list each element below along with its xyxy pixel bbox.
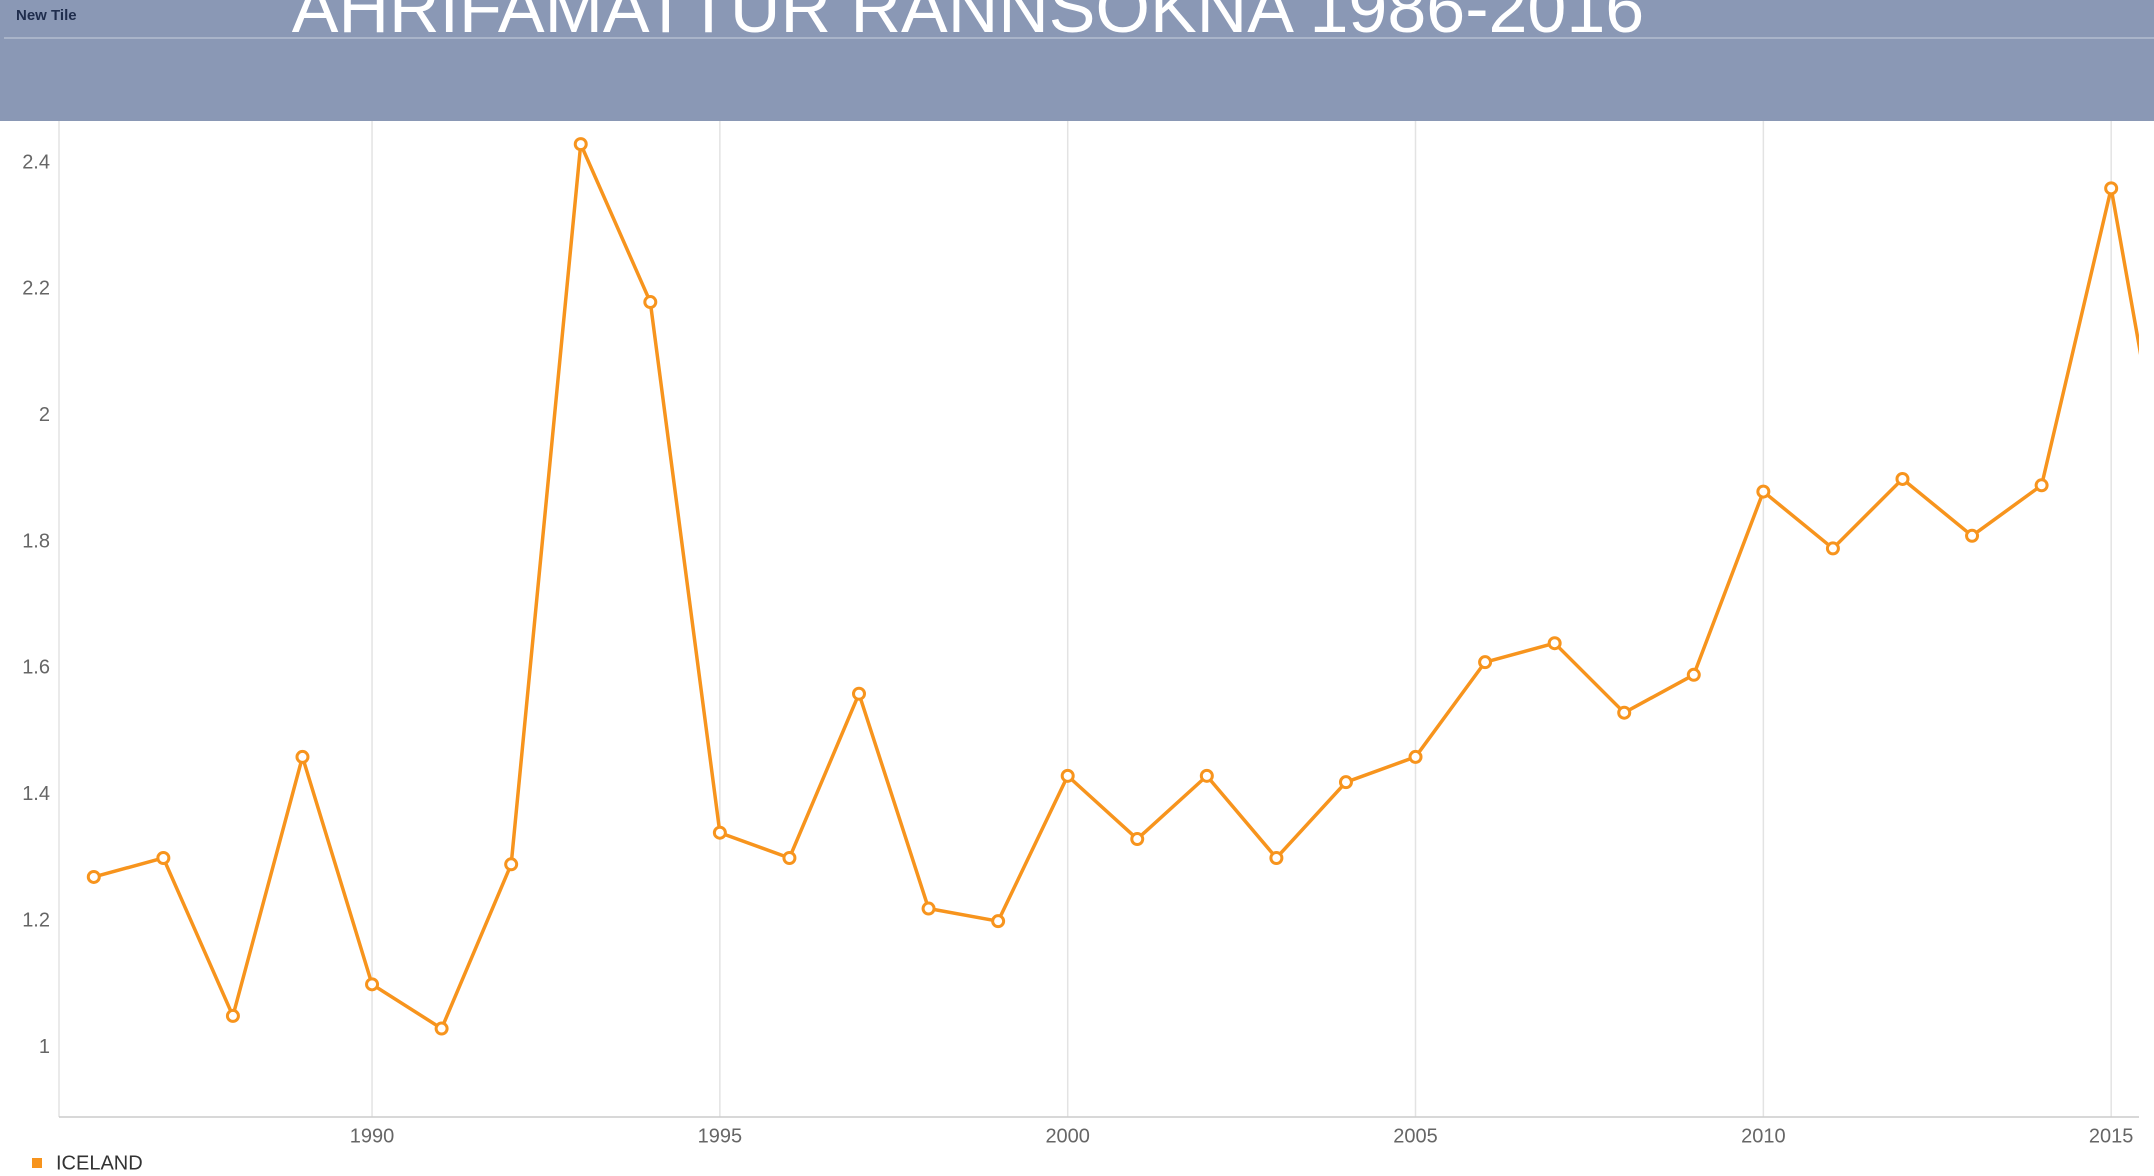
point (2034, 478, 2049, 493)
y-tick-label: 2 (39, 404, 50, 426)
point (643, 295, 658, 310)
point (782, 850, 797, 865)
x-tick-label: 2000 (1045, 1125, 1090, 1147)
tile-name: New Tile (16, 7, 77, 24)
chart-title: AHRIFAMATTUR RANNSOKNA 1986-2016 (292, 0, 1644, 47)
point (573, 137, 588, 152)
x-tick-label: 1995 (698, 1125, 743, 1147)
ticks: 1 1.2 1.4 1.6 1.8 2 2.2 2.4 1990 1995 2000 2005 2010… (22, 151, 2133, 1147)
point (1269, 850, 1284, 865)
legend-swatch (32, 1158, 42, 1168)
y-tick-label: 1.2 (22, 909, 50, 931)
point (852, 686, 866, 701)
x-tick-label: 2015 (2089, 1125, 2134, 1147)
marks (86, 137, 2139, 1036)
y-tick-label: 1.4 (22, 783, 50, 805)
x-tick-label: 1990 (350, 1125, 395, 1147)
x-tick-label: 2005 (1393, 1125, 1438, 1147)
point (156, 850, 171, 865)
point (1895, 471, 1910, 486)
point (1825, 541, 1840, 556)
point (86, 869, 101, 884)
x-tick-label: 2010 (1741, 1125, 1786, 1147)
point (1338, 775, 1353, 790)
point (1060, 768, 1075, 783)
legend-label: ICELAND (56, 1152, 143, 1174)
point (1130, 832, 1145, 847)
point (1478, 655, 1493, 670)
point (921, 901, 936, 916)
point (1686, 667, 1701, 682)
legend: ICELAND (32, 1152, 143, 1174)
y-tick-label: 1 (39, 1036, 50, 1058)
point (1199, 768, 1214, 783)
y-tick-label: 1.6 (22, 657, 50, 679)
point (1547, 636, 1562, 651)
point (365, 977, 380, 992)
point (712, 825, 727, 840)
point (1756, 484, 1771, 499)
point (1617, 705, 1632, 720)
point (225, 1008, 240, 1023)
point (295, 749, 310, 764)
point (1408, 749, 1423, 764)
point (991, 914, 1006, 929)
y-tick-label: 1.8 (22, 530, 50, 552)
y-tick-label: 2.2 (22, 278, 50, 300)
grid (58, 62, 2112, 1117)
point (434, 1021, 449, 1036)
point (504, 857, 519, 872)
point (1965, 528, 1980, 543)
y-tick-label: 2.4 (22, 151, 50, 173)
header-band (0, 0, 2154, 121)
point (2104, 181, 2119, 196)
